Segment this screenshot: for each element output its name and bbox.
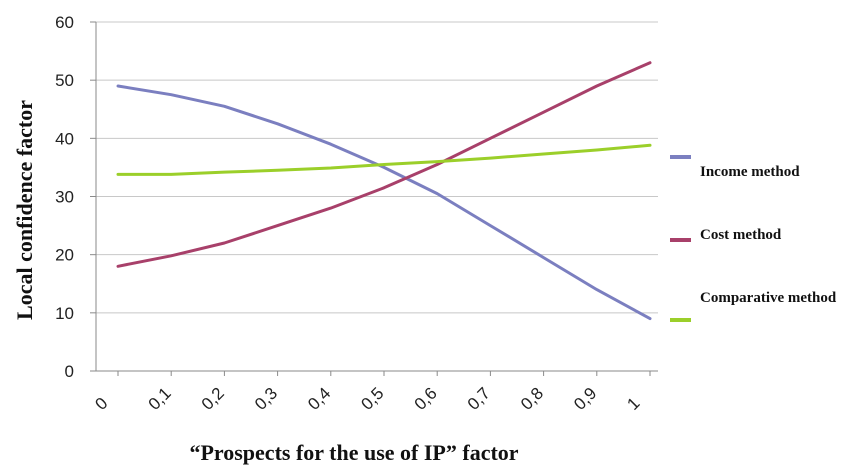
y-tick-label: 10 — [55, 304, 74, 323]
x-tick-label: 0,5 — [357, 384, 387, 414]
y-axis-label: Local confidence factor — [12, 100, 37, 320]
grid-lines — [96, 21, 658, 314]
x-tick-label: 0 — [91, 394, 111, 414]
y-tick-label: 40 — [55, 129, 74, 148]
x-tick-label: 0,2 — [198, 384, 228, 414]
legend-label: Income method — [700, 164, 800, 180]
y-tick-label: 20 — [55, 246, 74, 265]
series-line-comparative-method — [116, 143, 652, 176]
x-tick-label: 0,1 — [145, 384, 175, 414]
x-tick-label: 0,4 — [304, 384, 334, 414]
x-tick-label: 0,9 — [570, 384, 600, 414]
y-tick-labels: 0 10 20 30 40 50 60 — [55, 13, 96, 381]
y-tick-label: 0 — [65, 362, 74, 381]
x-tick-label: 0,3 — [251, 384, 281, 414]
legend-label: Cost method — [700, 227, 782, 243]
x-tick-label: 1 — [623, 394, 643, 414]
legend: Income method Cost method Comparative meth… — [670, 155, 837, 322]
series-lines — [116, 61, 652, 321]
series-line-income-method — [116, 84, 652, 321]
x-tick-label: 0,7 — [464, 384, 494, 414]
legend-label: Comparative method — [700, 290, 837, 306]
y-tick-label: 50 — [55, 71, 74, 90]
x-tick-labels: 0 0,1 0,2 0,3 0,4 0,5 0,6 0,7 0,8 0,9 1 — [91, 371, 651, 414]
x-tick-label: 0,6 — [411, 384, 441, 414]
y-tick-label: 60 — [55, 13, 74, 32]
x-tick-label: 0,8 — [517, 384, 547, 414]
y-tick-label: 30 — [55, 188, 74, 207]
x-axis-label: “Prospects for the use of IP” factor — [189, 440, 518, 465]
series-line-cost-method — [116, 61, 652, 268]
